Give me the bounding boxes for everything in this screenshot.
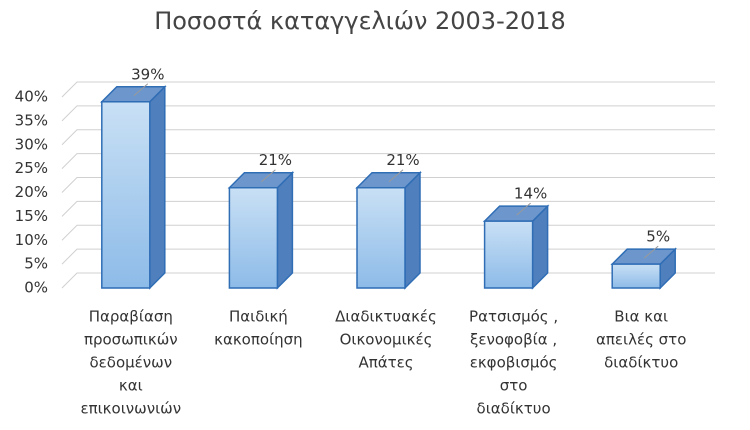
y-tick-label: 0% <box>24 279 48 297</box>
x-tick-label: Παιδική <box>229 308 288 326</box>
bar-side <box>404 170 421 290</box>
x-tick-label: Βια και <box>614 308 668 326</box>
value-label: 39% <box>131 65 164 83</box>
value-label: 14% <box>514 185 547 203</box>
bar-front <box>356 186 406 289</box>
y-tick-label: 40% <box>15 88 48 106</box>
y-tick-label: 10% <box>15 231 48 249</box>
bar-front <box>611 263 661 289</box>
y-tick-label: 30% <box>15 135 48 153</box>
x-tick-label: στο <box>500 377 528 395</box>
grid-line <box>61 105 715 122</box>
grid-line <box>61 177 715 193</box>
y-tick-label: 15% <box>15 207 48 225</box>
bar <box>610 247 678 290</box>
bar <box>482 204 550 290</box>
value-label: 21% <box>386 151 419 169</box>
x-tick-label: ξενοφοβία , <box>470 331 557 349</box>
bar <box>99 84 167 290</box>
bar <box>227 170 295 290</box>
y-tick-label: 35% <box>15 111 48 129</box>
x-tick-label: Οικονομικές <box>340 331 433 349</box>
x-tick-label: διαδίκτυο <box>477 400 551 418</box>
x-tick-label: Παραβίαση <box>89 308 173 326</box>
label-leader <box>643 245 659 259</box>
y-tick-label: 20% <box>15 183 48 201</box>
value-label: 5% <box>646 228 670 246</box>
bar-side <box>276 170 294 290</box>
label-leader <box>261 169 276 183</box>
x-tick-label: προσωπικών <box>84 331 178 349</box>
label-leader <box>388 169 404 183</box>
bar <box>355 170 422 290</box>
bar-side <box>149 84 166 290</box>
grid-line <box>61 129 715 146</box>
label-leader <box>133 83 149 97</box>
y-tick-label: 5% <box>24 255 48 273</box>
bar-front <box>483 220 534 289</box>
x-tick-label: διαδίκτυο <box>604 354 678 372</box>
y-tick-label: 25% <box>15 159 48 177</box>
grid-line <box>61 153 715 169</box>
value-label: 21% <box>259 151 292 169</box>
label-leader <box>516 202 531 216</box>
x-tick-label: απειλές στο <box>596 331 686 349</box>
x-tick-label: δεδομένων <box>89 354 172 372</box>
x-tick-label: Απάτες <box>358 354 413 372</box>
grid-line <box>61 200 715 217</box>
x-tick-label: επικοινωνιών <box>80 400 181 418</box>
chart-title: Ποσοστά καταγγελιών 2003-2018 <box>154 7 566 35</box>
bar-front <box>101 101 151 289</box>
x-tick-label: και <box>119 377 143 395</box>
x-tick-label: Ρατσισμός , <box>469 308 558 326</box>
x-tick-label: εκφοβισμός <box>470 354 558 372</box>
x-tick-label: Διαδικτυακές <box>335 308 437 326</box>
x-tick-label: κακοποίηση <box>214 331 303 349</box>
grid-line <box>61 81 715 98</box>
bar-front <box>228 186 279 289</box>
